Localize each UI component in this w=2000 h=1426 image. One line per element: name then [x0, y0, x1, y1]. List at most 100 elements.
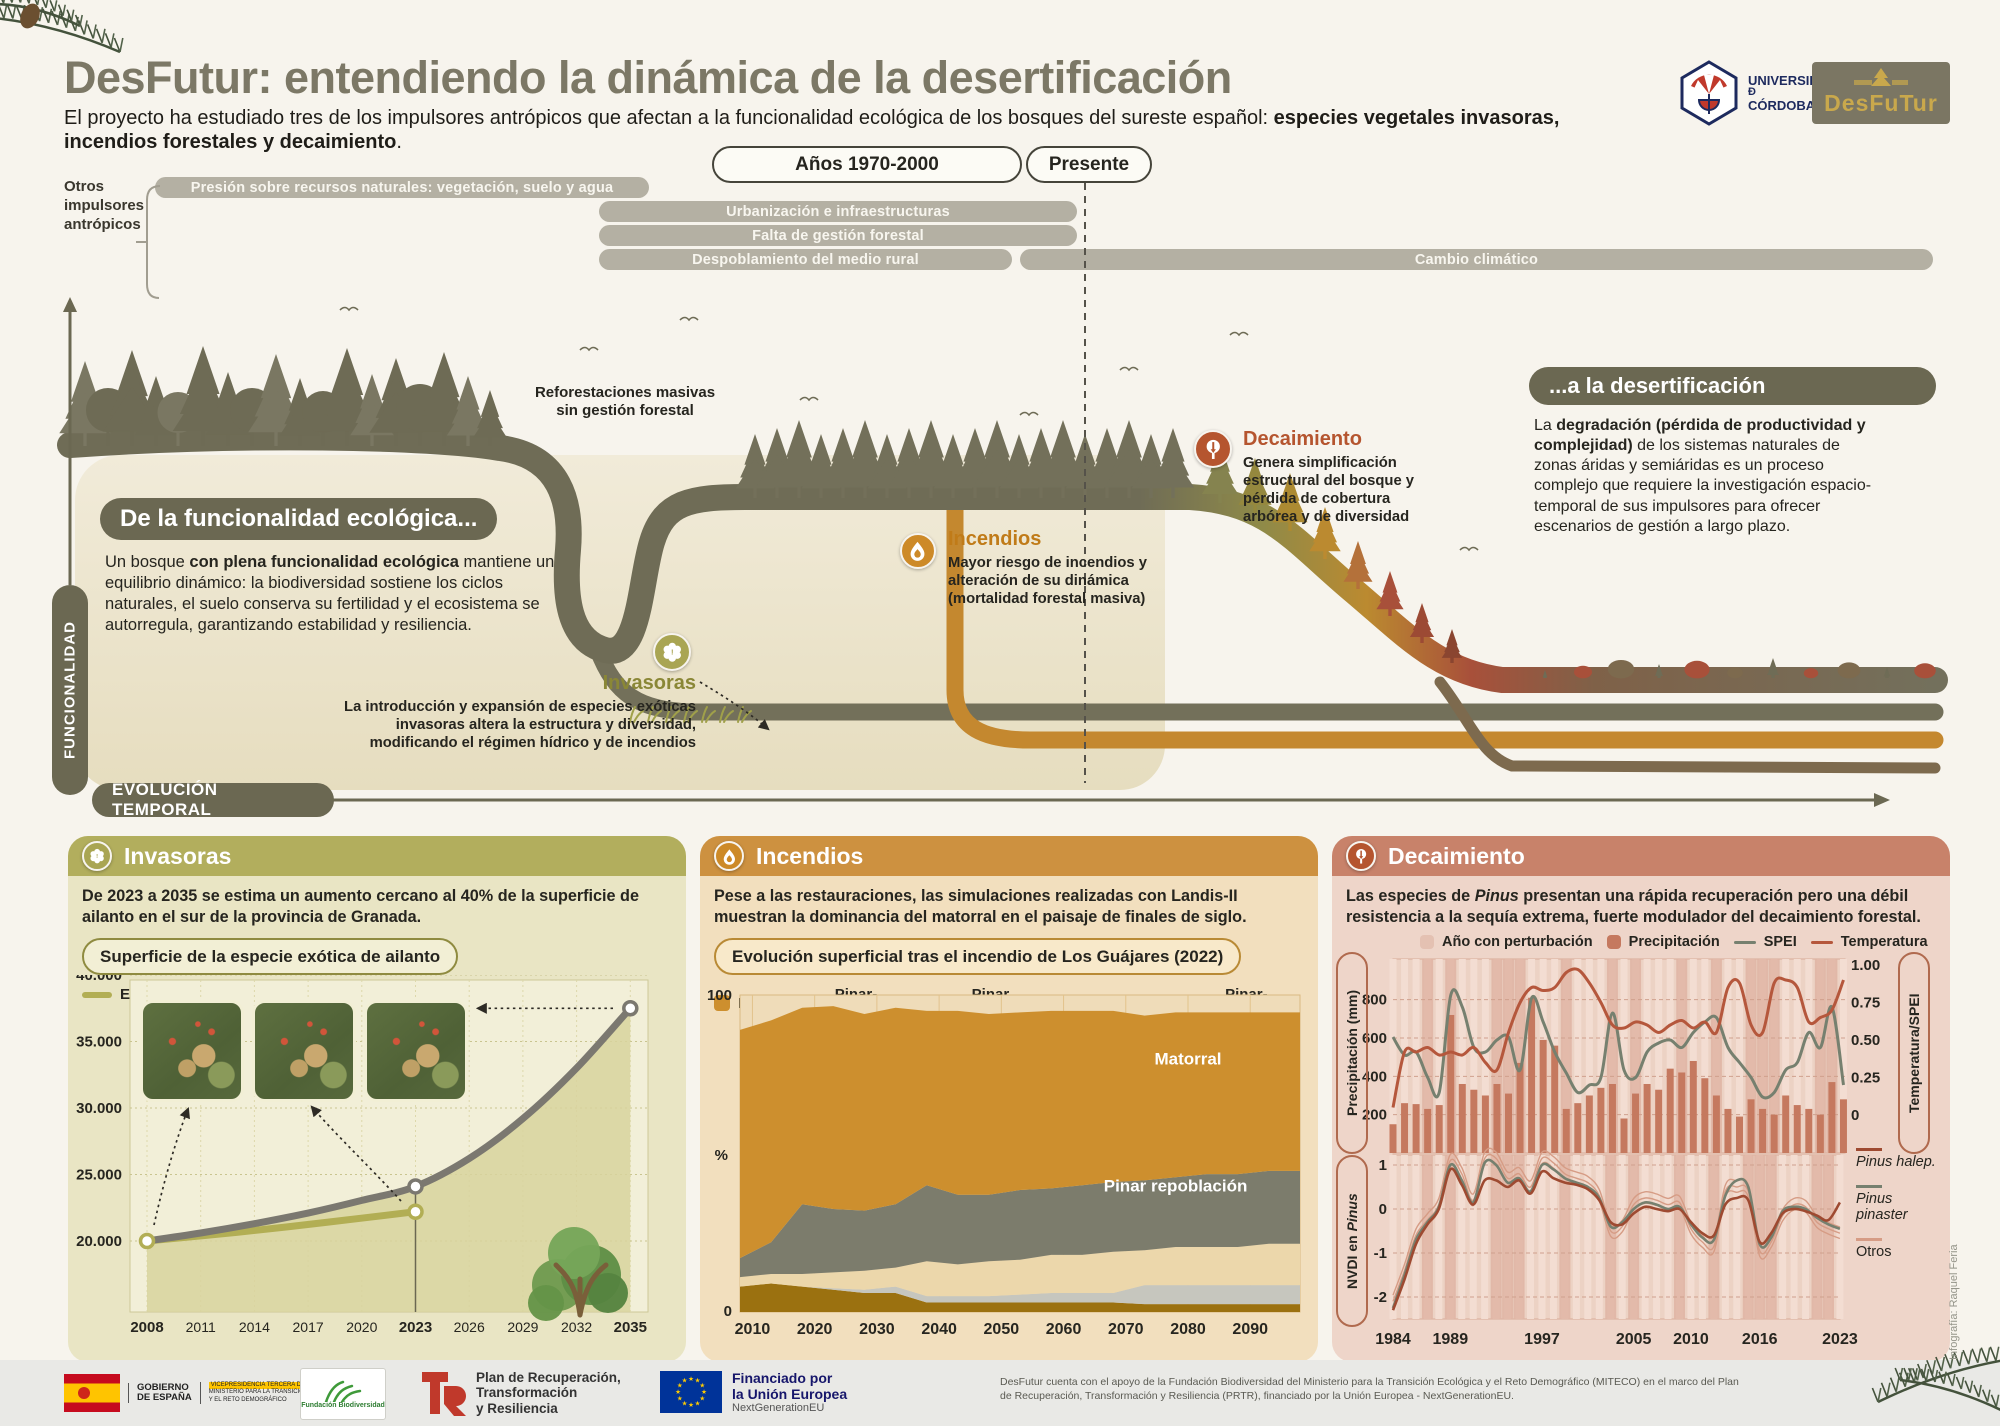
driver-bar-presion: Presión sobre recursos naturales: vegeta…: [155, 177, 649, 198]
decaimiento-strand: [1434, 676, 1941, 774]
svg-text:2090: 2090: [1232, 1321, 1268, 1338]
svg-text:1997: 1997: [1524, 1331, 1560, 1348]
satellite-thumbnail-2023: [252, 1000, 356, 1102]
timeline-past-button: Años 1970-2000: [712, 146, 1022, 183]
svg-text:0.75: 0.75: [1851, 995, 1880, 1012]
svg-text:2023: 2023: [1822, 1331, 1858, 1348]
timeline-present-button: Presente: [1026, 146, 1152, 183]
svg-text:100: 100: [707, 987, 732, 1004]
reforestation-note: Reforestaciones masivas sin gestión fore…: [534, 384, 716, 419]
svg-text:2029: 2029: [507, 1319, 538, 1335]
desfutur-logo: DesFuTur: [1812, 62, 1950, 124]
svg-text:★: ★: [699, 1383, 705, 1390]
satellite-thumbnail-2035: [364, 1000, 468, 1102]
svg-text:0: 0: [724, 1303, 732, 1320]
temperatura-spei-axis-label: Temperatura/SPEI: [1898, 952, 1930, 1154]
driver-bar-urbanizacion: Urbanización e infraestructuras: [599, 201, 1077, 222]
svg-text:-1: -1: [1374, 1245, 1387, 1262]
panel-incendios-intro: Pese a las restauraciones, las simulacio…: [714, 887, 1247, 926]
prtr-logo: Plan de Recuperación, Transformación y R…: [420, 1368, 621, 1418]
fundacion-biodiversidad-logo: Fundación Biodiversidad: [300, 1368, 386, 1420]
panel-invasoras-intro: De 2023 a 2035 se estima un aumento cerc…: [82, 887, 639, 926]
legend-precipitacion: Precipitación: [1606, 934, 1720, 950]
desertification-text: La degradación (pérdida de productividad…: [1534, 417, 1872, 535]
svg-text:20.000: 20.000: [76, 1233, 122, 1250]
svg-text:0.50: 0.50: [1851, 1032, 1880, 1049]
bird-silhouettes: [339, 306, 1479, 552]
svg-text:★: ★: [677, 1383, 683, 1390]
svg-text:★: ★: [677, 1396, 683, 1403]
decaimiento-annotation: Decaimiento Genera simplificación estruc…: [1243, 428, 1415, 526]
nvdi-legend-pinaster: Pinus pinaster: [1856, 1184, 1946, 1224]
decaimiento-panel-icon: [1346, 841, 1376, 871]
clima-chart: 800 600 400 200 1.00 0.75 0.50 0.25 0: [1362, 957, 1880, 1154]
panel-incendios-chart-title: Evolución superficial tras el incendio d…: [714, 938, 1242, 975]
svg-text:2010: 2010: [1673, 1331, 1709, 1348]
svg-text:Pinar repoblación: Pinar repoblación: [1104, 1177, 1248, 1196]
svg-text:2005: 2005: [1616, 1331, 1652, 1348]
panel-incendios-title: Incendios: [756, 842, 864, 869]
svg-text:2026: 2026: [454, 1319, 485, 1335]
svg-text:2016: 2016: [1742, 1331, 1778, 1348]
precipitacion-axis-label: Precipitación (mm): [1336, 952, 1368, 1154]
desfutur-tree-icon: [1854, 68, 1908, 86]
svg-text:2040: 2040: [921, 1321, 957, 1338]
svg-text:2023: 2023: [399, 1319, 432, 1336]
svg-text:Matorral: Matorral: [1154, 1050, 1221, 1069]
page-title: DesFutur: entendiendo la dinámica de la …: [64, 52, 1232, 103]
incendios-icon: [900, 533, 936, 569]
driver-bar-gestion: Falta de gestión forestal: [599, 225, 1077, 246]
svg-text:25.000: 25.000: [76, 1167, 122, 1184]
eu-logo: ★ ★ ★ ★ ★ ★ ★ ★ ★ ★ ★ ★ Financiado por la Unión Euro…: [660, 1370, 847, 1415]
svg-text:2008: 2008: [130, 1319, 163, 1336]
svg-text:★: ★: [688, 1402, 694, 1409]
svg-text:-2: -2: [1374, 1289, 1387, 1306]
svg-text:0.25: 0.25: [1851, 1070, 1880, 1087]
svg-text:2017: 2017: [293, 1319, 324, 1335]
nvdi-legend-halep: Pinus halep.: [1856, 1148, 1946, 1171]
svg-text:1989: 1989: [1433, 1331, 1469, 1348]
satellite-thumbnail-2008: [140, 1000, 244, 1102]
svg-text:★: ★: [688, 1376, 694, 1383]
x-axis-label: EVOLUCIÓN TEMPORAL: [92, 780, 334, 819]
eu-flag-icon: ★ ★★★★★★★★★★★: [660, 1371, 722, 1414]
svg-text:★: ★: [682, 1378, 688, 1385]
svg-text:2050: 2050: [984, 1321, 1020, 1338]
nvdi-axis-label: NVDI en Pinus: [1336, 1155, 1368, 1327]
svg-text:2060: 2060: [1046, 1321, 1082, 1338]
svg-text:600: 600: [1362, 1030, 1387, 1047]
legend-spei: SPEI: [1733, 934, 1797, 950]
incendios-strand: [946, 493, 1944, 749]
svg-text:1.00: 1.00: [1851, 957, 1880, 974]
decaimiento-icon: [1194, 430, 1232, 468]
svg-text:★: ★: [699, 1396, 705, 1403]
svg-text:2035: 2035: [614, 1319, 647, 1336]
svg-text:800: 800: [1362, 992, 1387, 1009]
svg-text:★: ★: [695, 1378, 701, 1385]
svg-text:35.000: 35.000: [76, 1034, 122, 1051]
panel-invasoras-chart-title: Superficie de la especie exótica de aila…: [82, 938, 459, 975]
page-subtitle: El proyecto ha estudiado tres de los imp…: [64, 107, 1560, 154]
svg-text:40.000: 40.000: [76, 975, 122, 984]
ailanto-chart: 40.000 35.000 30.000 25.000 20.000 2008 2011 20…: [76, 975, 649, 1336]
functional-title-pill: De la funcionalidad ecológica...: [100, 498, 498, 540]
svg-text:2011: 2011: [186, 1319, 216, 1335]
nvdi-chart: 1 0 -1 -2 1984 1989 1997 2005 2010 2016 2023: [1374, 1147, 1858, 1348]
panel-invasoras-title: Invasoras: [124, 842, 232, 869]
subtitle-bold: especies vegetales invasoras, incendios …: [64, 107, 1560, 154]
functional-text: Un bosque con plena funcionalidad ecológ…: [105, 553, 555, 635]
svg-text:0: 0: [1379, 1201, 1387, 1218]
credit: Infografía: Raquel Feria: [1948, 1244, 1960, 1360]
gobierno-logo: GOBIERNO DE ESPAÑA VICEPRESIDENCIA TERCE…: [64, 1372, 346, 1414]
svg-text:200: 200: [1362, 1107, 1387, 1124]
svg-text:2032: 2032: [561, 1319, 592, 1335]
svg-text:2030: 2030: [859, 1321, 895, 1338]
svg-text:0: 0: [1851, 1107, 1859, 1124]
driver-bar-despoblamiento: Despoblamiento del medio rural: [599, 249, 1012, 270]
drivers-side-note: Otros impulsores antrópicos: [64, 178, 145, 233]
svg-text:400: 400: [1362, 1068, 1387, 1085]
legend-temperatura: Temperatura: [1810, 934, 1928, 950]
incendios-annotation: Incendios Mayor riesgo de incendios y al…: [948, 528, 1147, 608]
svg-text:!: !: [96, 854, 98, 860]
svg-text:2010: 2010: [735, 1321, 771, 1338]
